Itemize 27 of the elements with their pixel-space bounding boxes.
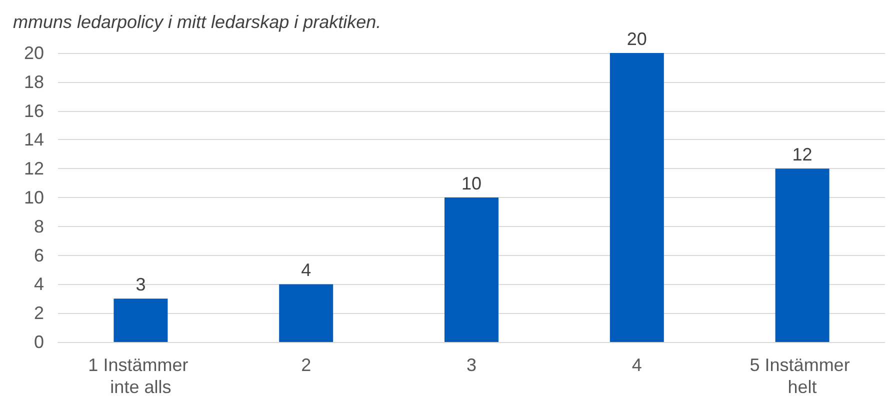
y-tick-label: 12 [24, 158, 44, 179]
y-tick-label: 2 [34, 303, 44, 324]
data-label: 3 [136, 274, 146, 295]
y-tick-label: 6 [34, 245, 44, 266]
bar [775, 168, 830, 342]
data-label: 4 [301, 260, 312, 280]
bar [279, 284, 334, 342]
data-label: 12 [792, 144, 812, 165]
y-tick-label: 10 [24, 188, 44, 208]
y-tick-label: 14 [24, 130, 44, 150]
y-tick-label: 4 [34, 274, 44, 294]
x-tick-label: 4 [632, 355, 642, 375]
bar [114, 298, 168, 342]
chart-title: mmuns ledarpolicy i mitt ledarskap i praktiken. [13, 12, 382, 32]
y-tick-label: 0 [34, 332, 44, 352]
x-tick-label: 5 Instämmer helt [750, 355, 855, 397]
y-tick-label: 8 [34, 216, 44, 236]
data-label: 10 [461, 174, 482, 194]
bar [610, 53, 664, 342]
x-tick-label: 2 [301, 355, 312, 375]
bar [444, 198, 498, 342]
x-tick-label: 3 [466, 355, 477, 375]
x-tick-label: 1 Instämmer inte alls [88, 355, 194, 397]
y-tick-label: 18 [24, 72, 44, 92]
y-tick-label: 16 [24, 100, 44, 121]
y-tick-label: 20 [24, 43, 44, 63]
data-label: 20 [626, 29, 647, 49]
